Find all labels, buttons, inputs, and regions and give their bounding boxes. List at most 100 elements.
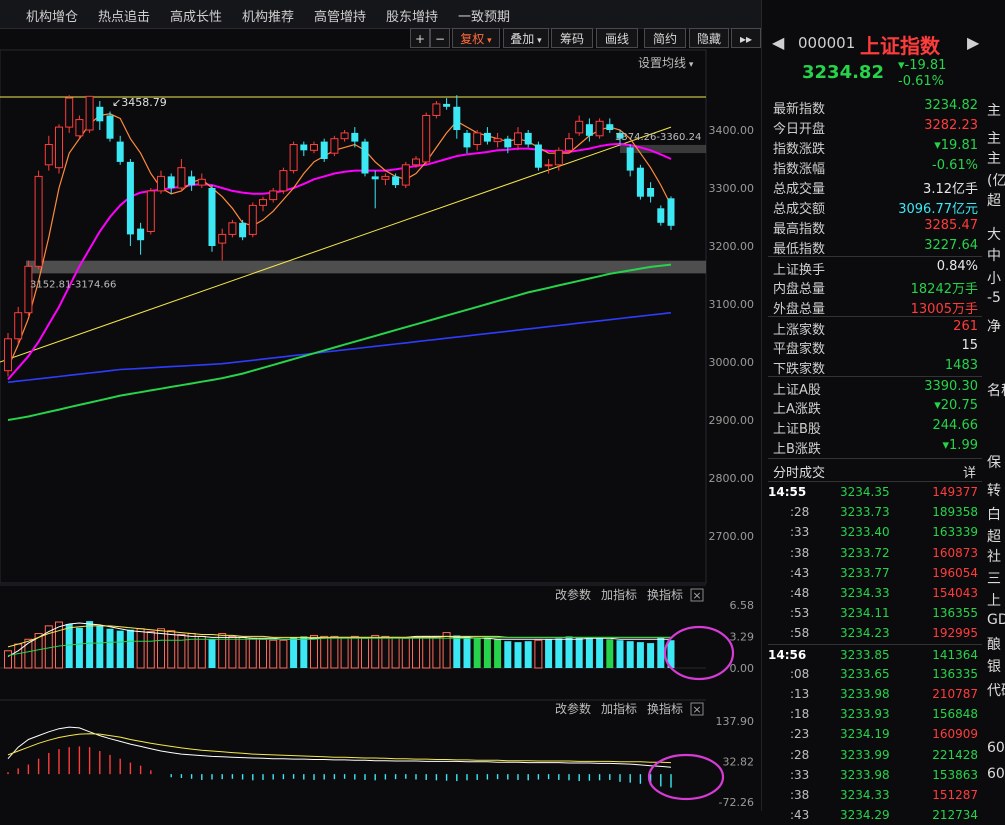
- tick-price: 3233.98: [840, 687, 890, 701]
- ind1-bar: [575, 637, 583, 668]
- tick-price: 3233.99: [840, 747, 890, 762]
- clipped-panel-text: (亿: [987, 173, 1005, 189]
- ind1-btn-2[interactable]: 换指标: [647, 587, 683, 602]
- tick-row: :43 3234.29 212734: [768, 805, 982, 825]
- stat-value: ▾19.81: [934, 138, 978, 153]
- zoom-out-button[interactable]: −: [430, 28, 450, 48]
- candle-body-up: [544, 164, 553, 167]
- candle-body-up: [24, 265, 33, 314]
- ind1-btn-1[interactable]: 加指标: [601, 587, 637, 602]
- ind1-bar: [371, 634, 380, 669]
- ind1-line-green: [7, 636, 671, 657]
- tick-volume: 149377: [932, 485, 978, 499]
- ind1-bar: [391, 636, 400, 669]
- fuquan-button[interactable]: 复权 ▾: [452, 28, 500, 48]
- support-zone-label: 3152.81-3174.66: [30, 279, 116, 290]
- ind1-bar: [381, 635, 390, 669]
- draw-line-button[interactable]: 画线: [596, 28, 638, 48]
- y-tick-main-1: 3300.00: [709, 182, 755, 195]
- ind2-line-yellow: [7, 733, 672, 764]
- clipped-panel-text: 保: [987, 455, 1001, 471]
- tick-time: :08: [790, 666, 810, 681]
- expand-icon[interactable]: ▸▸: [731, 28, 761, 48]
- candle-body-down: [667, 198, 675, 226]
- prev-stock-icon[interactable]: ◀: [772, 33, 785, 52]
- candle-body-down: [208, 188, 216, 246]
- tick-price: 3233.40: [840, 525, 890, 540]
- stat-row: 上涨家数 261: [768, 316, 982, 338]
- stat-row: 总成交量 3.12亿手: [768, 176, 982, 197]
- ind1-bar: [545, 639, 553, 668]
- candle-body-down: [534, 144, 542, 168]
- nav-item-0[interactable]: 机构增仓: [26, 10, 79, 25]
- tick-row: :33 3233.40 163339: [768, 522, 982, 542]
- stat-row: 最低指数 3227.64: [768, 236, 982, 257]
- stat-label: 总成交量: [773, 182, 826, 197]
- next-stock-icon[interactable]: ▶: [967, 33, 980, 52]
- ind1-bar: [187, 633, 196, 669]
- ma60-line: [7, 263, 672, 421]
- candle-body-up: [34, 175, 43, 267]
- ind1-bar: [228, 635, 237, 669]
- overlay-button[interactable]: 叠加 ▾: [503, 28, 549, 48]
- ticks-detail-button[interactable]: 详: [962, 466, 976, 481]
- stat-row: 今日开盘 3282.23: [768, 116, 982, 137]
- candle-body-up: [14, 312, 23, 340]
- nav-item-1[interactable]: 热点追击: [98, 10, 151, 25]
- ind2-line-white: [7, 726, 672, 768]
- ma-settings-link[interactable]: 设置均线 ▾: [638, 56, 694, 70]
- nav-item-4[interactable]: 高管增持: [314, 10, 367, 25]
- ind1-close-icon[interactable]: [690, 588, 704, 602]
- ind1-bar: [208, 639, 216, 668]
- y-tick-main-7: 2700.00: [709, 530, 755, 543]
- y-tick-ind1-0: 6.58: [730, 599, 755, 612]
- stat-label: 总成交额: [773, 202, 826, 217]
- stat-value: ▾1.99: [942, 438, 978, 453]
- nav-item-3[interactable]: 机构推荐: [242, 10, 295, 25]
- stat-value: 3282.23: [924, 118, 978, 133]
- y-tick-main-4: 3000.00: [709, 356, 755, 369]
- candle-body-down: [524, 132, 532, 145]
- chips-button[interactable]: 筹码: [551, 28, 593, 48]
- stat-value: 15: [961, 338, 978, 353]
- ind2-btn-1[interactable]: 加指标: [601, 701, 637, 716]
- tick-volume: 221428: [932, 747, 978, 762]
- hide-button[interactable]: 隐藏: [689, 28, 729, 48]
- y-tick-main-6: 2800.00: [709, 472, 755, 485]
- simple-mode-button[interactable]: 简约: [644, 28, 686, 48]
- tick-volume: 136355: [932, 606, 978, 621]
- ind1-bar: [55, 621, 63, 669]
- tick-volume: 136335: [932, 666, 978, 681]
- stat-value: 1483: [944, 358, 978, 373]
- clipped-panel-text: 601: [987, 740, 1005, 756]
- ind1-bar: [310, 634, 318, 669]
- nav-item-2[interactable]: 高成长性: [170, 10, 223, 25]
- candle-body-down: [96, 106, 104, 122]
- candle-body-down: [453, 106, 461, 130]
- nav-item-6[interactable]: 一致预期: [458, 10, 511, 25]
- y-tick-main-3: 3100.00: [709, 298, 755, 311]
- tick-price: 3233.98: [840, 767, 890, 782]
- ind2-btn-2[interactable]: 换指标: [647, 701, 683, 716]
- stat-label: 内盘总量: [773, 282, 826, 297]
- ind2-close-icon[interactable]: [690, 702, 704, 716]
- tick-time: :23: [790, 727, 810, 742]
- ind1-bar: [65, 623, 73, 668]
- ind2-btn-0[interactable]: 改参数: [555, 701, 591, 716]
- tick-time: :18: [790, 707, 810, 722]
- y-tick-main-5: 2900.00: [709, 414, 755, 427]
- zoom-in-button[interactable]: +: [410, 28, 430, 48]
- ind1-btn-0[interactable]: 改参数: [555, 587, 591, 602]
- tick-volume: 196054: [932, 565, 978, 580]
- ind1-bar: [238, 636, 247, 669]
- ind1-bar: [606, 639, 614, 668]
- stat-value: ▾20.75: [934, 398, 978, 413]
- tick-price: 3233.85: [840, 647, 890, 662]
- nav-item-5[interactable]: 股东增持: [386, 10, 439, 25]
- candle-body-up: [248, 204, 257, 235]
- tick-volume: 189358: [932, 505, 978, 520]
- candle-body-down: [137, 228, 145, 241]
- candle-body-down: [371, 176, 379, 180]
- candle-body-up: [412, 158, 420, 166]
- stat-value: -0.61%: [932, 158, 978, 173]
